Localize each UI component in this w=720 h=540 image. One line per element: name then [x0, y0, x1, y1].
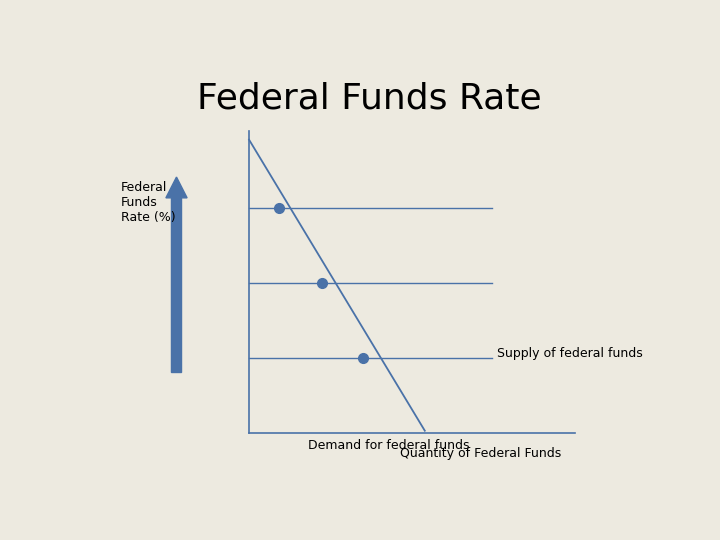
- Text: Federal
Funds
Rate (%): Federal Funds Rate (%): [121, 181, 175, 224]
- Text: Federal Funds Rate: Federal Funds Rate: [197, 82, 541, 116]
- FancyArrow shape: [166, 177, 187, 373]
- Text: Demand for federal funds: Demand for federal funds: [307, 439, 469, 452]
- Text: Quantity of Federal Funds: Quantity of Federal Funds: [400, 447, 561, 460]
- Text: Supply of federal funds: Supply of federal funds: [498, 347, 643, 360]
